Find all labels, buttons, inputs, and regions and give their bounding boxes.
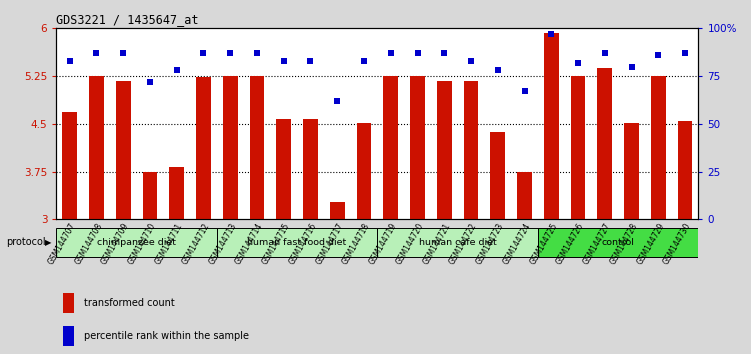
Text: GSM144719: GSM144719 xyxy=(368,221,399,266)
Text: GSM144716: GSM144716 xyxy=(288,221,318,266)
Point xyxy=(439,50,451,56)
Text: transformed count: transformed count xyxy=(84,298,175,308)
Bar xyxy=(330,202,345,219)
Bar xyxy=(63,293,74,313)
Bar xyxy=(196,78,211,219)
Text: percentile rank within the sample: percentile rank within the sample xyxy=(84,331,249,341)
Point xyxy=(90,50,102,56)
Point xyxy=(198,50,210,56)
Bar xyxy=(384,76,398,219)
Text: GSM144725: GSM144725 xyxy=(528,221,559,266)
Bar xyxy=(377,228,538,257)
Point xyxy=(117,50,129,56)
Text: GSM144713: GSM144713 xyxy=(207,221,238,266)
Point xyxy=(170,68,182,73)
Bar xyxy=(217,228,377,257)
Text: GSM144723: GSM144723 xyxy=(475,221,505,266)
Text: GSM144707: GSM144707 xyxy=(47,221,77,266)
Text: human cafe diet: human cafe diet xyxy=(419,238,496,247)
Text: GSM144710: GSM144710 xyxy=(127,221,158,266)
Point xyxy=(331,98,343,104)
Bar xyxy=(538,228,698,257)
Bar xyxy=(63,326,74,346)
Text: control: control xyxy=(602,238,635,247)
Text: GSM144712: GSM144712 xyxy=(180,221,211,266)
Bar xyxy=(437,81,451,219)
Bar xyxy=(249,76,264,219)
Point xyxy=(599,50,611,56)
Text: GSM144726: GSM144726 xyxy=(555,221,586,266)
Text: GSM144718: GSM144718 xyxy=(341,221,372,266)
Text: GSM144728: GSM144728 xyxy=(608,221,639,266)
Text: GSM144717: GSM144717 xyxy=(314,221,345,266)
Text: protocol: protocol xyxy=(6,238,46,247)
Text: GSM144714: GSM144714 xyxy=(234,221,265,266)
Point xyxy=(144,79,156,85)
Point xyxy=(64,58,76,64)
Point xyxy=(412,50,424,56)
Bar xyxy=(143,172,157,219)
Text: GSM144721: GSM144721 xyxy=(421,221,452,266)
Text: GSM144724: GSM144724 xyxy=(502,221,532,266)
Point xyxy=(278,58,290,64)
Point xyxy=(465,58,477,64)
Bar xyxy=(517,172,532,219)
Text: ▶: ▶ xyxy=(45,238,52,247)
Bar xyxy=(89,76,104,219)
Text: GSM144711: GSM144711 xyxy=(154,221,185,266)
Point xyxy=(679,50,691,56)
Text: GSM144722: GSM144722 xyxy=(448,221,479,266)
Bar xyxy=(56,228,217,257)
Bar xyxy=(223,76,237,219)
Text: GSM144720: GSM144720 xyxy=(394,221,425,266)
Text: GSM144727: GSM144727 xyxy=(582,221,613,266)
Text: GSM144729: GSM144729 xyxy=(635,221,666,266)
Point xyxy=(358,58,370,64)
Text: GSM144708: GSM144708 xyxy=(74,221,104,266)
Bar xyxy=(276,119,291,219)
Point xyxy=(545,31,557,37)
Text: GDS3221 / 1435647_at: GDS3221 / 1435647_at xyxy=(56,13,199,26)
Text: GSM144730: GSM144730 xyxy=(662,221,693,266)
Bar xyxy=(490,132,505,219)
Point xyxy=(251,50,263,56)
Text: human fast food diet: human fast food diet xyxy=(248,238,347,247)
Bar xyxy=(571,76,585,219)
Bar xyxy=(544,33,559,219)
Point xyxy=(304,58,316,64)
Text: chimpanzee diet: chimpanzee diet xyxy=(97,238,176,247)
Bar xyxy=(624,122,639,219)
Bar xyxy=(651,76,665,219)
Bar xyxy=(170,167,184,219)
Bar xyxy=(357,122,371,219)
Point xyxy=(518,88,530,94)
Bar xyxy=(410,76,425,219)
Text: GSM144715: GSM144715 xyxy=(261,221,291,266)
Point xyxy=(572,60,584,65)
Point xyxy=(626,64,638,69)
Point xyxy=(225,50,237,56)
Bar xyxy=(116,81,131,219)
Point xyxy=(653,52,665,58)
Point xyxy=(492,68,504,73)
Bar xyxy=(463,81,478,219)
Bar xyxy=(677,121,692,219)
Text: GSM144709: GSM144709 xyxy=(100,221,131,266)
Bar xyxy=(598,68,612,219)
Point xyxy=(385,50,397,56)
Bar xyxy=(303,119,318,219)
Bar xyxy=(62,113,77,219)
